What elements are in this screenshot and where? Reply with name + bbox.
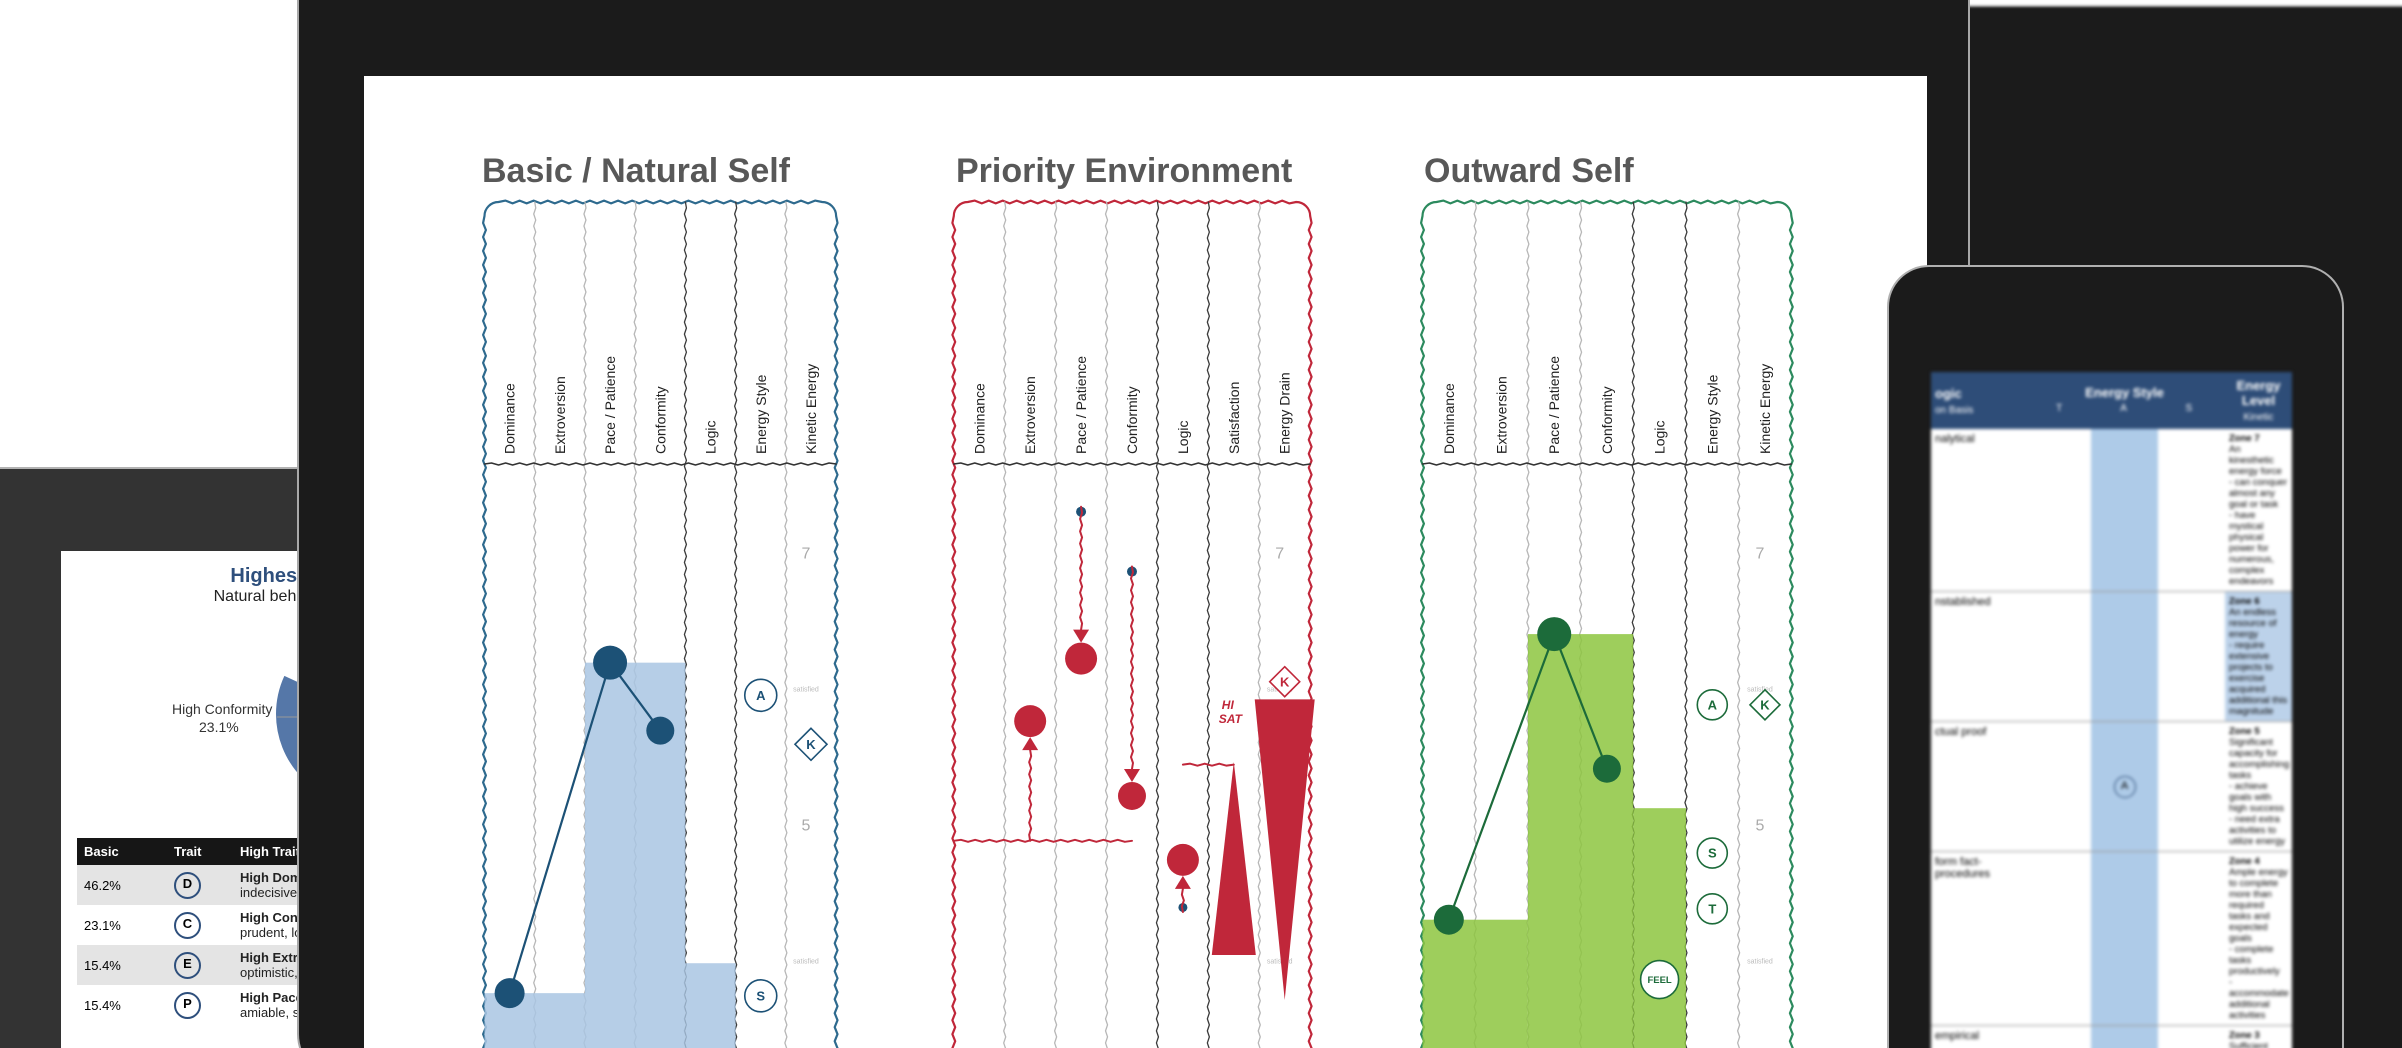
svg-text:Energy Drain: Energy Drain — [1277, 372, 1293, 454]
svg-text:Pace / Patience: Pace / Patience — [602, 356, 618, 454]
svg-text:Energy Style: Energy Style — [1704, 374, 1720, 454]
svg-text:K: K — [1280, 674, 1290, 689]
svg-text:Logic: Logic — [1652, 421, 1668, 454]
svg-text:Priority Environment: Priority Environment — [956, 152, 1292, 190]
svg-text:S: S — [1708, 846, 1717, 861]
svg-text:Extroversion: Extroversion — [552, 376, 568, 454]
svg-text:SAT: SAT — [1219, 712, 1244, 726]
svg-text:Extroversion: Extroversion — [1494, 376, 1510, 454]
svg-text:Conformity: Conformity — [1124, 386, 1140, 454]
svg-text:HI: HI — [1222, 698, 1235, 712]
svg-text:Kinetic Energy: Kinetic Energy — [1757, 364, 1773, 454]
svg-text:A: A — [756, 688, 766, 703]
svg-text:Energy Style: Energy Style — [753, 374, 769, 454]
svg-text:S: S — [756, 988, 765, 1003]
svg-text:Basic / Natural Self: Basic / Natural Self — [482, 152, 791, 190]
svg-text:7: 7 — [1275, 546, 1284, 563]
svg-text:Logic: Logic — [703, 421, 719, 454]
svg-text:Dominance: Dominance — [502, 383, 518, 454]
svg-text:5: 5 — [802, 818, 811, 835]
svg-text:Extroversion: Extroversion — [1022, 376, 1038, 454]
svg-text:Dominance: Dominance — [1441, 383, 1457, 454]
svg-text:T: T — [1708, 901, 1716, 916]
svg-text:Kinetic Energy: Kinetic Energy — [803, 364, 819, 454]
svg-text:7: 7 — [1756, 546, 1765, 563]
svg-text:A: A — [1708, 697, 1718, 712]
svg-text:K: K — [1760, 697, 1770, 712]
svg-text:satisfied: satisfied — [793, 687, 819, 694]
svg-text:Pace / Patience: Pace / Patience — [1546, 356, 1562, 454]
svg-text:Satisfaction: Satisfaction — [1226, 382, 1242, 454]
svg-text:satisfied: satisfied — [1747, 687, 1773, 694]
svg-text:23.1%: 23.1% — [199, 719, 239, 735]
svg-text:satisfied: satisfied — [1747, 959, 1773, 966]
svg-text:High Conformity: High Conformity — [172, 701, 272, 717]
svg-text:Pace / Patience: Pace / Patience — [1073, 356, 1089, 454]
svg-text:Conformity: Conformity — [652, 386, 668, 454]
svg-text:5: 5 — [1756, 818, 1765, 835]
svg-text:Dominance: Dominance — [971, 383, 987, 454]
svg-text:Logic: Logic — [1175, 421, 1191, 454]
svg-text:K: K — [806, 737, 816, 752]
svg-text:satisfied: satisfied — [793, 959, 819, 966]
svg-text:Conformity: Conformity — [1599, 386, 1615, 454]
svg-text:Outward Self: Outward Self — [1424, 152, 1634, 190]
svg-text:7: 7 — [802, 546, 811, 563]
svg-text:satisfied: satisfied — [1267, 959, 1293, 966]
svg-text:FEEL: FEEL — [1647, 975, 1671, 986]
